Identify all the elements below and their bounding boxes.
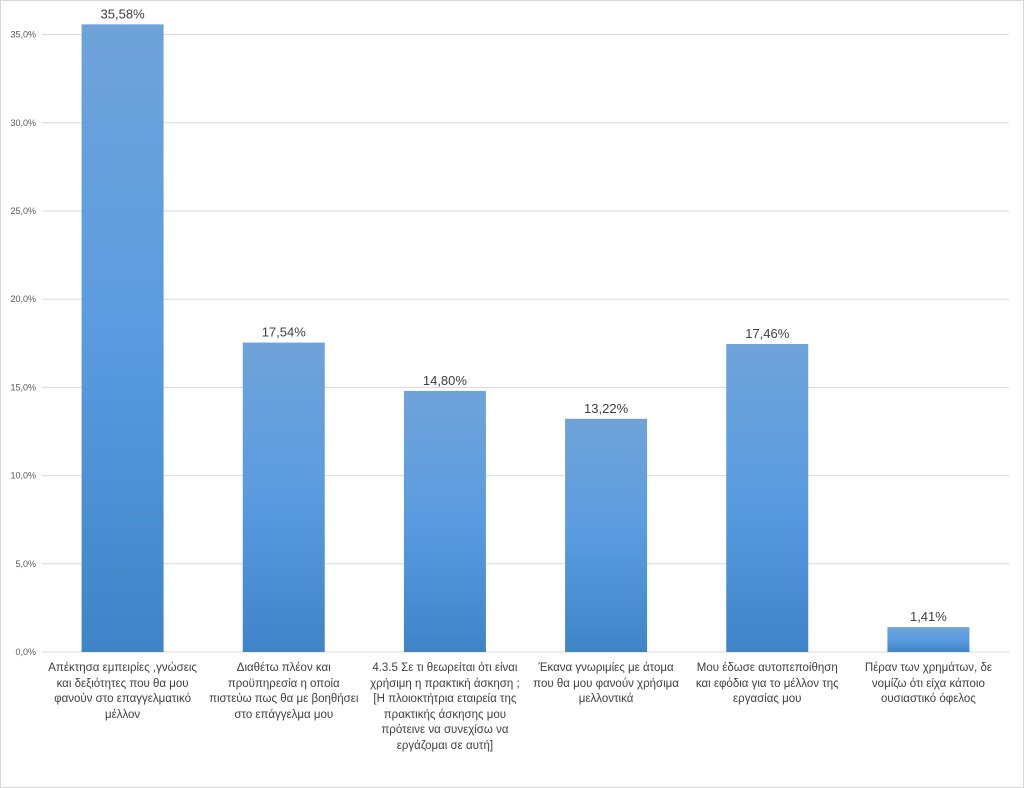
data-label: 17,54% — [262, 325, 307, 340]
x-category-label: Έκανα γνωριμίες με άτομα που θα μου φανο… — [533, 662, 679, 705]
bar — [565, 418, 648, 652]
bar — [242, 342, 325, 652]
y-tick-label: 30,0% — [10, 118, 36, 128]
x-category-label: Μου έδωσε αυτοπεποίθηση και εφόδια για τ… — [695, 662, 839, 705]
data-label: 13,22% — [584, 401, 629, 416]
y-tick-label: 25,0% — [10, 206, 36, 216]
data-label: 1,41% — [910, 609, 947, 624]
bar — [887, 627, 970, 652]
x-category-label: Απέκτησα εμπειρίες ,γνώσεις και δεξιότητ… — [48, 662, 197, 721]
data-label: 35,58% — [101, 6, 146, 21]
data-label: 14,80% — [423, 373, 468, 388]
y-tick-label: 35,0% — [10, 30, 36, 40]
y-tick-label: 15,0% — [10, 382, 36, 392]
x-category-label: 4.3.5 Σε τι θεωρείται ότι είναι χρήσιμη … — [370, 662, 520, 752]
bar — [403, 390, 486, 652]
bar — [726, 343, 809, 652]
x-category-label: Πέραν των χρημάτων, δε νομίζω ότι είχα κ… — [864, 662, 992, 705]
x-category-label: Διαθέτω πλέον και προϋπηρεσία η οποία πι… — [209, 662, 359, 721]
y-tick-label: 20,0% — [10, 294, 36, 304]
y-tick-label: 5,0% — [15, 559, 36, 569]
data-label: 17,46% — [745, 326, 790, 341]
y-tick-label: 10,0% — [10, 471, 36, 481]
bar — [81, 24, 164, 653]
y-tick-label: 0,0% — [15, 647, 36, 657]
